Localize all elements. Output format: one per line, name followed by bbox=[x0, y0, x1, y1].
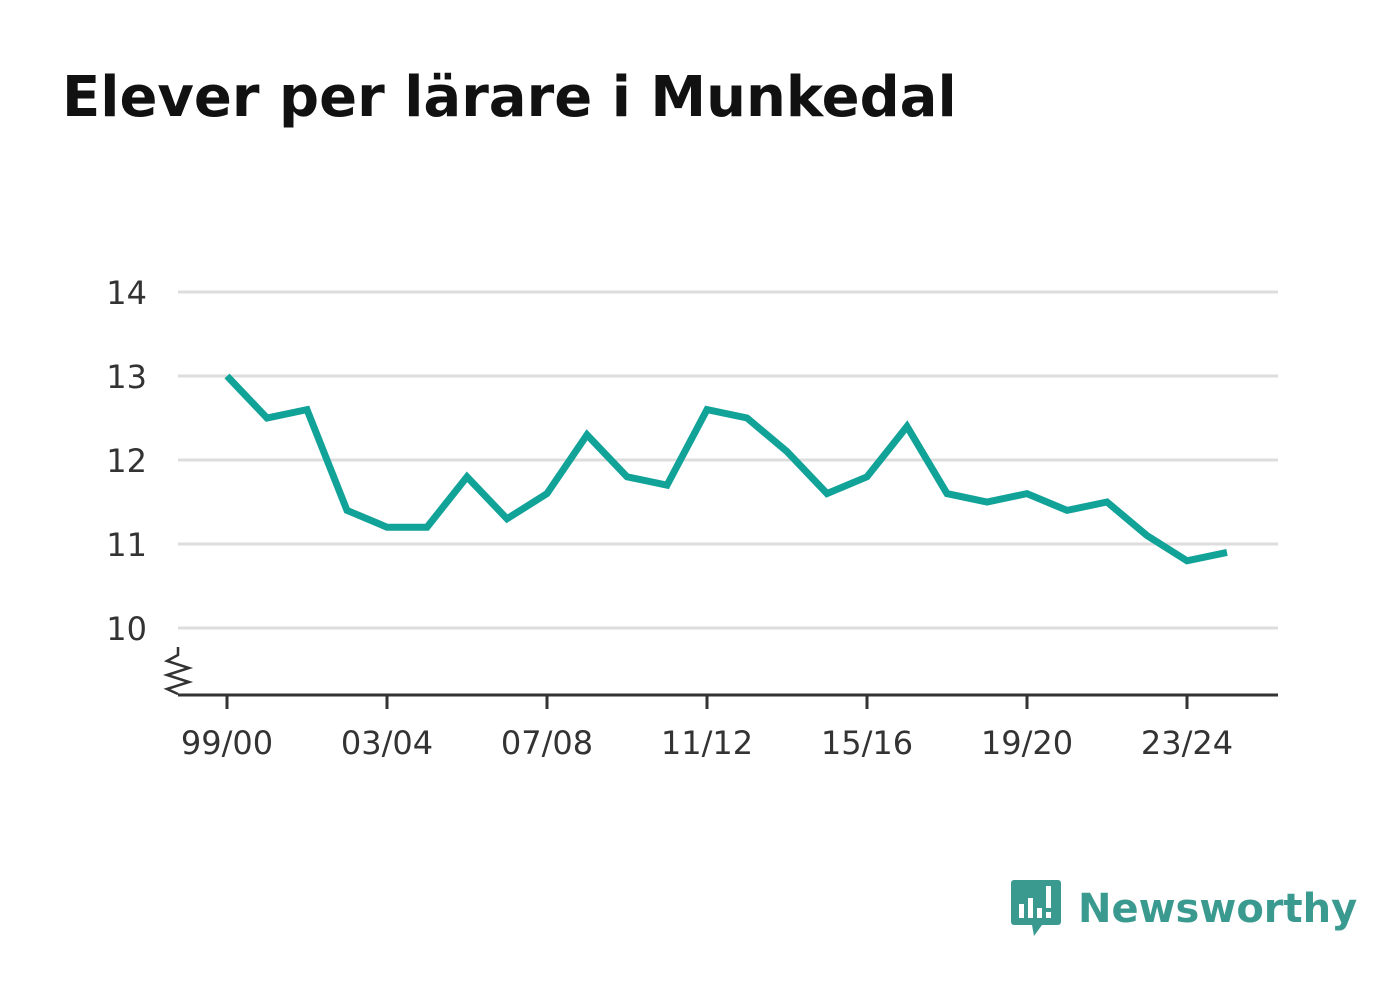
data-point-07-08 bbox=[544, 490, 551, 497]
data-point-05-06 bbox=[464, 473, 471, 480]
x-tick-label-15-16: 15/16 bbox=[821, 724, 913, 762]
y-tick-label-10: 10 bbox=[106, 610, 147, 648]
y-tick-label-13: 13 bbox=[106, 358, 147, 396]
data-point-11-12 bbox=[704, 406, 711, 413]
data-point-24-25 bbox=[1224, 549, 1231, 556]
data-point-22-23 bbox=[1144, 532, 1151, 539]
series-layer bbox=[224, 373, 1231, 565]
data-point-20-21 bbox=[1064, 507, 1071, 514]
data-point-15-16 bbox=[864, 473, 871, 480]
data-point-02-03 bbox=[344, 507, 351, 514]
data-point-13-14 bbox=[784, 448, 791, 455]
data-point-21-22 bbox=[1104, 499, 1111, 506]
data-point-14-15 bbox=[824, 490, 831, 497]
y-tick-labels: 10 11 12 13 14 bbox=[106, 274, 147, 648]
series-line-0 bbox=[224, 373, 1228, 565]
data-point-01-02 bbox=[304, 406, 311, 413]
data-point-03-04 bbox=[384, 524, 391, 531]
x-tick-label-99-00: 99/00 bbox=[181, 724, 273, 762]
data-point-10-11 bbox=[664, 482, 671, 489]
data-point-23-24 bbox=[1184, 557, 1191, 564]
data-point-19-20 bbox=[1024, 490, 1031, 497]
data-point-18-19 bbox=[984, 499, 991, 506]
y-axis-break-symbol bbox=[162, 647, 194, 696]
data-point-06-07 bbox=[504, 515, 511, 522]
gridlines bbox=[178, 290, 1278, 630]
data-point-09-10 bbox=[624, 473, 631, 480]
chart-title: Elever per lärare i Munkedal bbox=[62, 65, 957, 130]
newsworthy-logo: Newsworthy bbox=[1010, 878, 1357, 940]
x-tick-label-03-04: 03/04 bbox=[341, 724, 433, 762]
data-point-12-13 bbox=[744, 415, 751, 422]
data-point-16-17 bbox=[904, 423, 911, 430]
data-point-04-05 bbox=[424, 524, 431, 531]
x-axis bbox=[162, 647, 1278, 709]
newsworthy-logo-text: Newsworthy bbox=[1078, 886, 1358, 932]
x-tick-label-07-08: 07/08 bbox=[501, 724, 593, 762]
y-tick-label-14: 14 bbox=[106, 274, 147, 312]
x-tick-label-23-24: 23/24 bbox=[1141, 724, 1233, 762]
x-tick-label-19-20: 19/20 bbox=[981, 724, 1073, 762]
data-point-99-00 bbox=[224, 373, 231, 380]
data-point-08-09 bbox=[584, 431, 591, 438]
newsworthy-logo-icon bbox=[1011, 880, 1061, 936]
y-tick-label-12: 12 bbox=[106, 442, 147, 480]
x-tick-labels: 99/00 03/04 07/08 11/12 15/16 19/20 23/24 bbox=[181, 724, 1233, 762]
x-tick-label-11-12: 11/12 bbox=[661, 724, 753, 762]
data-point-00-01 bbox=[264, 415, 271, 422]
data-point-17-18 bbox=[944, 490, 951, 497]
y-tick-label-11: 11 bbox=[106, 526, 147, 564]
